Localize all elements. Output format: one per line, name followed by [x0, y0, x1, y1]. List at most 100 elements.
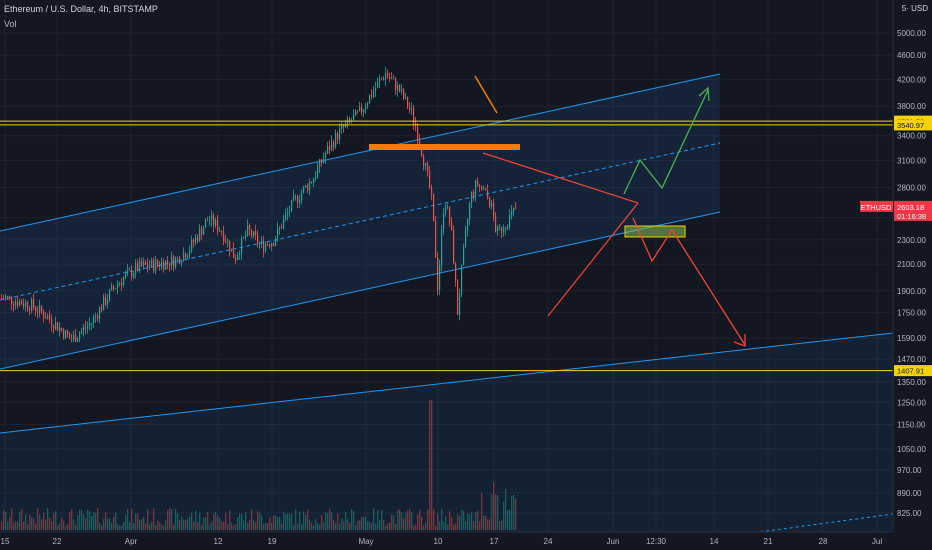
price-tick: 1470.00 [897, 355, 926, 364]
volume-bar [327, 512, 329, 530]
top-trend-line[interactable] [474, 75, 498, 114]
grid [0, 0, 893, 532]
main-channel-upper-line [0, 73, 721, 232]
volume-bar [395, 523, 397, 530]
time-tick: 22 [53, 537, 62, 546]
volume-bar [19, 512, 21, 530]
volume-bar [61, 517, 63, 530]
candle-body [87, 326, 89, 329]
candle-body [47, 316, 49, 319]
time-tick: 10 [434, 537, 443, 546]
volume-bar [343, 520, 345, 530]
volume-bar [409, 509, 411, 530]
price-tick: 1250.00 [897, 398, 926, 407]
time-axis[interactable]: 15 22 Apr 12 19 May 10 17 24 Jun 12:30 14 21 28 Jul [1, 537, 883, 546]
candle-body [191, 239, 193, 251]
volume-bar [287, 513, 289, 530]
candle-body [251, 230, 253, 237]
candle-body [417, 126, 419, 141]
candle-body [239, 254, 241, 256]
candle-body [33, 299, 35, 308]
target-box[interactable] [624, 225, 686, 238]
candle-body [111, 286, 113, 291]
candle-body [85, 327, 87, 329]
time-tick: May [358, 537, 373, 546]
volume-bar [353, 511, 355, 530]
volume-bar [437, 513, 439, 530]
candle-body [145, 262, 147, 265]
candle-body [233, 248, 235, 258]
candle-body [223, 232, 225, 242]
candle-body [341, 125, 343, 129]
candle-body [181, 261, 183, 264]
price-tick: 5000.00 [897, 29, 926, 38]
candle-body [389, 76, 391, 79]
candle-body [243, 236, 245, 238]
candle-body [3, 297, 5, 299]
triangle-lower-line[interactable] [547, 202, 639, 317]
volume-bar [357, 520, 359, 530]
candle-body [383, 78, 385, 80]
currency-label[interactable]: 5· USD [901, 4, 928, 13]
triangle-upper-line[interactable] [482, 152, 639, 204]
volume-bar [85, 518, 87, 530]
candle-body [385, 73, 387, 80]
volume-bar [277, 516, 279, 530]
volume-bar [83, 513, 85, 530]
volume-bar [27, 524, 29, 530]
volume-bar [319, 524, 321, 530]
scale-toggle[interactable]: 5 [901, 4, 907, 13]
resistance-zone[interactable] [369, 144, 520, 150]
candle-body [397, 84, 399, 91]
volume-bar [485, 515, 487, 530]
volume-bar [245, 512, 247, 530]
volume-bar [463, 510, 465, 530]
level-tag [894, 119, 932, 131]
candle-body [257, 235, 259, 244]
candle-body [343, 125, 345, 128]
bullish-projection[interactable] [623, 89, 709, 195]
candle-body [445, 207, 447, 214]
candle-body [311, 181, 313, 184]
volume-bar [227, 524, 229, 530]
volume-bar [101, 525, 103, 530]
volume-bar [67, 524, 69, 530]
candle-body [395, 78, 397, 91]
volume-bar [309, 519, 311, 530]
volume-bar [507, 509, 509, 530]
volume-bar [231, 522, 233, 530]
volume-bar [279, 516, 281, 530]
candle-body [245, 235, 247, 237]
candle-body [327, 146, 329, 154]
volume-bar [261, 515, 263, 530]
volume-bar [415, 524, 417, 530]
volume-bar [185, 520, 187, 530]
volume-bar [31, 517, 33, 530]
candle-body [51, 319, 53, 326]
volume-bar [141, 518, 143, 530]
candle-body [301, 192, 303, 200]
volume-bar [179, 520, 181, 530]
time-tick: 28 [819, 537, 828, 546]
candle-body [399, 84, 401, 92]
lower-channel-mid-line [759, 513, 894, 533]
last-price-text: 2603.18 [897, 203, 924, 212]
candle-body [129, 269, 131, 271]
bearish-projection[interactable] [632, 217, 746, 346]
volume-bar [105, 512, 107, 530]
volume-bar [133, 523, 135, 530]
volume-indicator-label[interactable]: Vol [4, 19, 17, 29]
volume-bar [163, 525, 165, 530]
volume-bar [289, 513, 291, 530]
volume-bar [255, 522, 257, 530]
price-tick: 3800.00 [897, 102, 926, 111]
candle-body [265, 244, 267, 251]
candle-body [29, 308, 31, 311]
volume-bar [43, 512, 45, 530]
candle-body [151, 259, 153, 267]
candle-body [409, 107, 411, 110]
volume-bar [491, 494, 493, 530]
price-tick: 890.00 [897, 489, 922, 498]
candle-body [303, 186, 305, 193]
